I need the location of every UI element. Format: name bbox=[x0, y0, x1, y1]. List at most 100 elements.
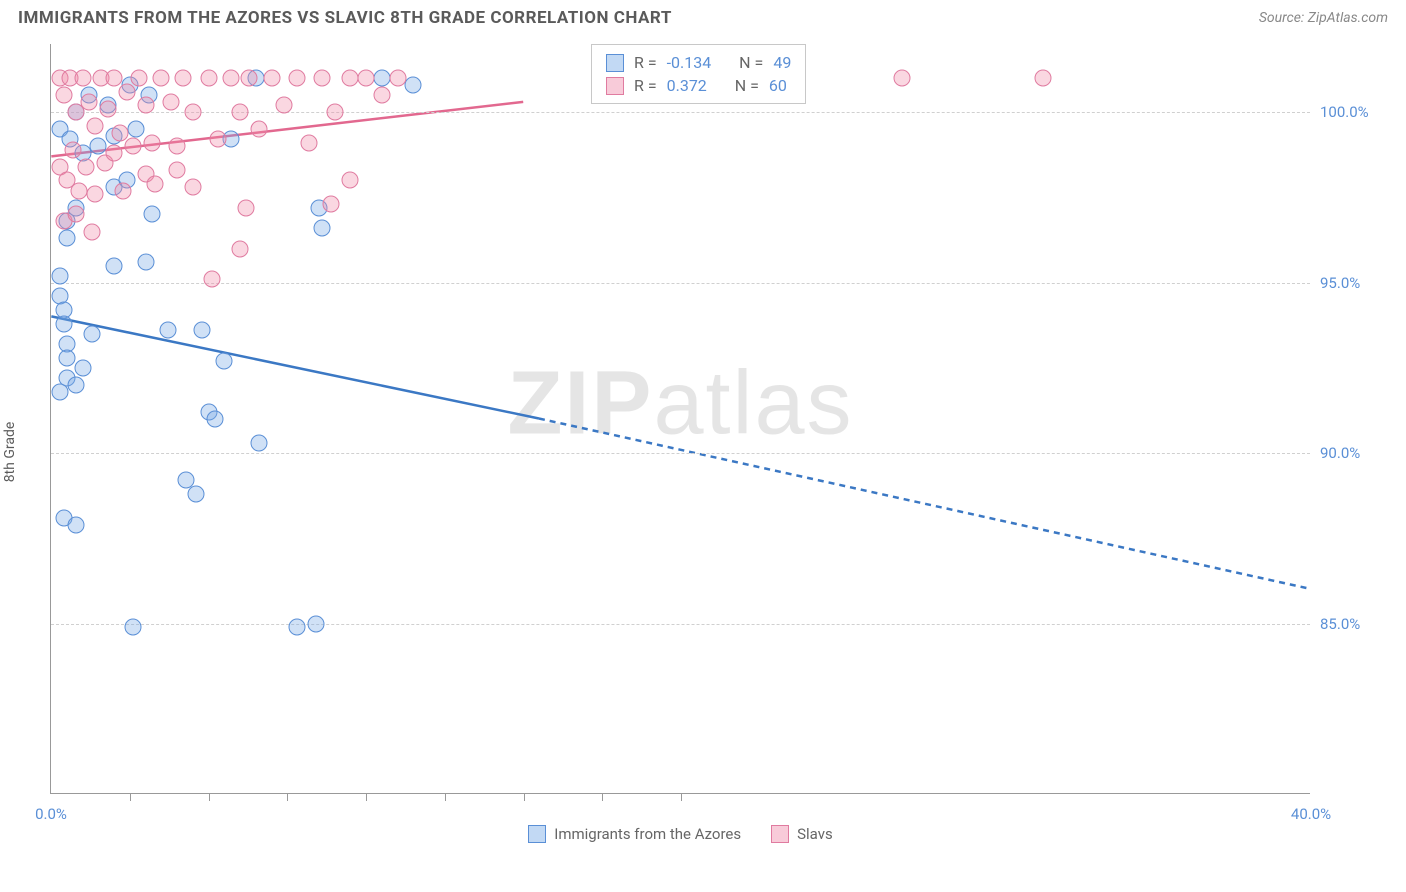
scatter-point bbox=[68, 206, 85, 223]
scatter-point bbox=[232, 240, 249, 257]
n-label: N = bbox=[735, 76, 759, 95]
ytick-label: 100.0% bbox=[1320, 103, 1390, 121]
scatter-point bbox=[118, 83, 135, 100]
y-axis-label: 8th Grade bbox=[2, 422, 18, 483]
scatter-point bbox=[58, 230, 75, 247]
ytick-label: 90.0% bbox=[1320, 444, 1390, 462]
scatter-point bbox=[106, 257, 123, 274]
scatter-point bbox=[90, 138, 107, 155]
scatter-point bbox=[184, 179, 201, 196]
scatter-point bbox=[153, 70, 170, 87]
scatter-point bbox=[146, 175, 163, 192]
scatter-point bbox=[106, 70, 123, 87]
scatter-point bbox=[373, 70, 390, 87]
scatter-point bbox=[1035, 70, 1052, 87]
scatter-point bbox=[288, 70, 305, 87]
scatter-point bbox=[184, 104, 201, 121]
n-value-slavs: 60 bbox=[769, 76, 787, 95]
stats-row-slavs: R = 0.372 N = 60 bbox=[606, 74, 791, 97]
scatter-point bbox=[203, 271, 220, 288]
xtick-minor bbox=[524, 793, 525, 801]
scatter-point bbox=[288, 618, 305, 635]
legend-label-slavs: Slavs bbox=[797, 825, 833, 843]
scatter-point bbox=[389, 70, 406, 87]
scatter-point bbox=[159, 322, 176, 339]
stats-legend-box: R = -0.134 N = 49 R = 0.372 N = 60 bbox=[591, 44, 806, 104]
xtick-label: 40.0% bbox=[1291, 805, 1331, 823]
scatter-point bbox=[373, 87, 390, 104]
r-label: R = bbox=[634, 76, 657, 95]
scatter-point bbox=[232, 104, 249, 121]
scatter-point bbox=[169, 162, 186, 179]
scatter-point bbox=[128, 121, 145, 138]
n-label: N = bbox=[739, 53, 763, 72]
scatter-point bbox=[342, 172, 359, 189]
source-text: Source: ZipAtlas.com bbox=[1259, 10, 1388, 26]
xtick-label: 0.0% bbox=[35, 805, 67, 823]
swatch-blue-icon bbox=[528, 825, 546, 843]
scatter-point bbox=[143, 206, 160, 223]
scatter-point bbox=[187, 486, 204, 503]
scatter-point bbox=[405, 76, 422, 93]
scatter-point bbox=[112, 124, 129, 141]
legend-label-azores: Immigrants from the Azores bbox=[554, 825, 741, 843]
gridline-h bbox=[51, 453, 1310, 454]
scatter-point bbox=[301, 134, 318, 151]
scatter-point bbox=[263, 70, 280, 87]
scatter-point bbox=[83, 325, 100, 342]
scatter-point bbox=[250, 121, 267, 138]
swatch-pink-icon bbox=[606, 77, 624, 95]
scatter-point bbox=[68, 376, 85, 393]
scatter-point bbox=[200, 70, 217, 87]
scatter-point bbox=[222, 70, 239, 87]
scatter-point bbox=[58, 349, 75, 366]
scatter-point bbox=[323, 196, 340, 213]
xtick-minor bbox=[445, 793, 446, 801]
scatter-point bbox=[65, 141, 82, 158]
scatter-point bbox=[77, 158, 94, 175]
xtick-minor bbox=[209, 793, 210, 801]
ytick-label: 95.0% bbox=[1320, 274, 1390, 292]
scatter-point bbox=[131, 70, 148, 87]
r-value-azores: -0.134 bbox=[667, 53, 712, 72]
scatter-point bbox=[71, 182, 88, 199]
scatter-point bbox=[55, 87, 72, 104]
scatter-point bbox=[143, 134, 160, 151]
scatter-point bbox=[87, 186, 104, 203]
scatter-point bbox=[209, 131, 226, 148]
scatter-point bbox=[87, 117, 104, 134]
chart-title: IMMIGRANTS FROM THE AZORES VS SLAVIC 8TH… bbox=[18, 8, 672, 28]
scatter-point bbox=[137, 97, 154, 114]
scatter-point bbox=[238, 199, 255, 216]
scatter-point bbox=[74, 70, 91, 87]
scatter-point bbox=[169, 138, 186, 155]
scatter-point bbox=[194, 322, 211, 339]
scatter-point bbox=[162, 93, 179, 110]
xtick-minor bbox=[602, 793, 603, 801]
scatter-point bbox=[137, 254, 154, 271]
scatter-point bbox=[52, 383, 69, 400]
scatter-point bbox=[250, 434, 267, 451]
scatter-point bbox=[175, 70, 192, 87]
legend-item-slavs: Slavs bbox=[771, 825, 833, 843]
gridline-h bbox=[51, 624, 1310, 625]
scatter-point bbox=[68, 516, 85, 533]
watermark: ZIPatlas bbox=[507, 352, 853, 455]
scatter-point bbox=[83, 223, 100, 240]
scatter-point bbox=[307, 615, 324, 632]
gridline-h bbox=[51, 283, 1310, 284]
scatter-point bbox=[241, 70, 258, 87]
xtick-minor bbox=[287, 793, 288, 801]
swatch-pink-icon bbox=[771, 825, 789, 843]
xtick-minor bbox=[681, 793, 682, 801]
scatter-point bbox=[358, 70, 375, 87]
swatch-blue-icon bbox=[606, 54, 624, 72]
scatter-point bbox=[80, 93, 97, 110]
scatter-point bbox=[52, 267, 69, 284]
scatter-point bbox=[313, 70, 330, 87]
bottom-legend: Immigrants from the Azores Slavs bbox=[51, 825, 1310, 843]
header: IMMIGRANTS FROM THE AZORES VS SLAVIC 8TH… bbox=[0, 0, 1406, 34]
plot-region: ZIPatlas R = -0.134 N = 49 R = 0.372 N =… bbox=[50, 44, 1310, 794]
n-value-azores: 49 bbox=[773, 53, 791, 72]
scatter-point bbox=[313, 220, 330, 237]
